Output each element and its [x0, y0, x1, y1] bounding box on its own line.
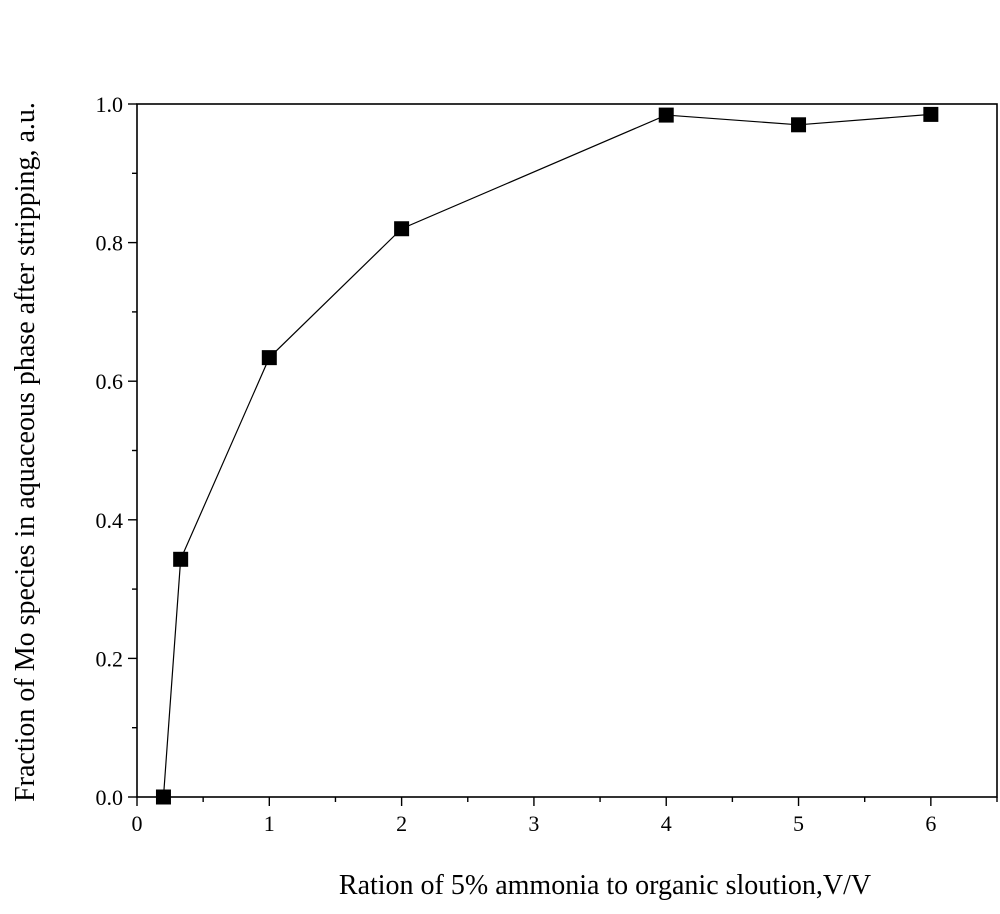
y-tick-label: 0.8 [96, 231, 124, 256]
data-point [155, 789, 171, 805]
data-point [394, 221, 410, 237]
x-tick-label: 4 [661, 811, 672, 836]
axes-layer [128, 103, 998, 806]
data-point [791, 117, 807, 133]
y-tick-label: 0.2 [96, 646, 124, 671]
y-axis-title: Fraction of Mo species in aquaceous phas… [10, 102, 41, 802]
plot-frame [136, 103, 998, 798]
y-tick-label: 0.6 [96, 369, 124, 394]
data-point [261, 350, 277, 366]
data-point [658, 107, 674, 123]
x-tick-label: 2 [396, 811, 407, 836]
x-axis-title: Ration of 5% ammonia to organic sloution… [339, 870, 871, 901]
y-tick-label: 1.0 [96, 92, 124, 117]
text-layer: Ration of 5% ammonia to organic sloution… [10, 92, 936, 901]
data-point [923, 106, 939, 122]
series-layer [155, 106, 939, 805]
data-point [173, 551, 189, 567]
y-tick-label: 0.0 [96, 785, 124, 810]
y-tick-label: 0.4 [96, 508, 124, 533]
x-tick-label: 3 [528, 811, 539, 836]
x-tick-label: 6 [925, 811, 936, 836]
series-line [162, 113, 931, 798]
x-tick-label: 1 [264, 811, 275, 836]
x-tick-label: 5 [793, 811, 804, 836]
x-tick-label: 0 [132, 811, 143, 836]
